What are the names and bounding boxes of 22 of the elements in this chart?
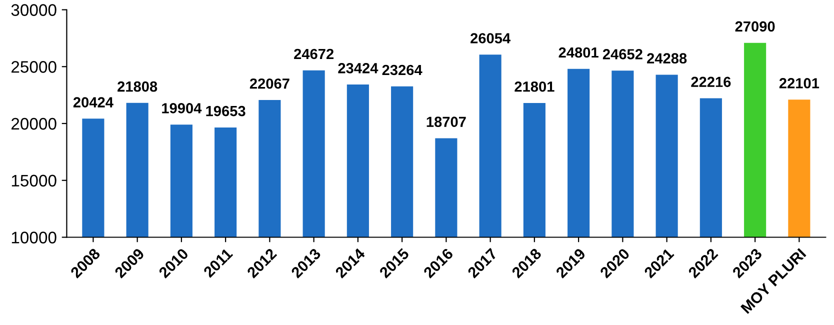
data-label: 19653 [206,106,246,116]
data-label: 24801 [558,47,598,58]
data-label: 21808 [118,81,158,92]
data-label: 18707 [426,116,466,127]
data-label: 22216 [691,76,731,88]
data-label: 21801 [514,81,554,92]
data-label: 26054 [470,33,511,44]
y-tick-label: 10000 [12,232,56,244]
y-tick-label: 15000 [12,174,56,187]
data-label: 22067 [250,78,290,89]
y-tick-label: 20000 [11,118,56,130]
data-label: 20424 [73,97,114,108]
data-label: 27090 [735,21,775,32]
y-tick-label: 30000 [11,4,56,16]
data-label: 22101 [779,78,820,88]
data-label: 24652 [602,49,642,60]
data-label: 19904 [162,103,202,114]
data-label: 24288 [647,53,687,64]
data-label: 24672 [294,48,334,60]
data-label: 23264 [382,64,422,76]
data-label: 23424 [338,63,378,74]
y-tick-label: 25000 [11,61,56,73]
